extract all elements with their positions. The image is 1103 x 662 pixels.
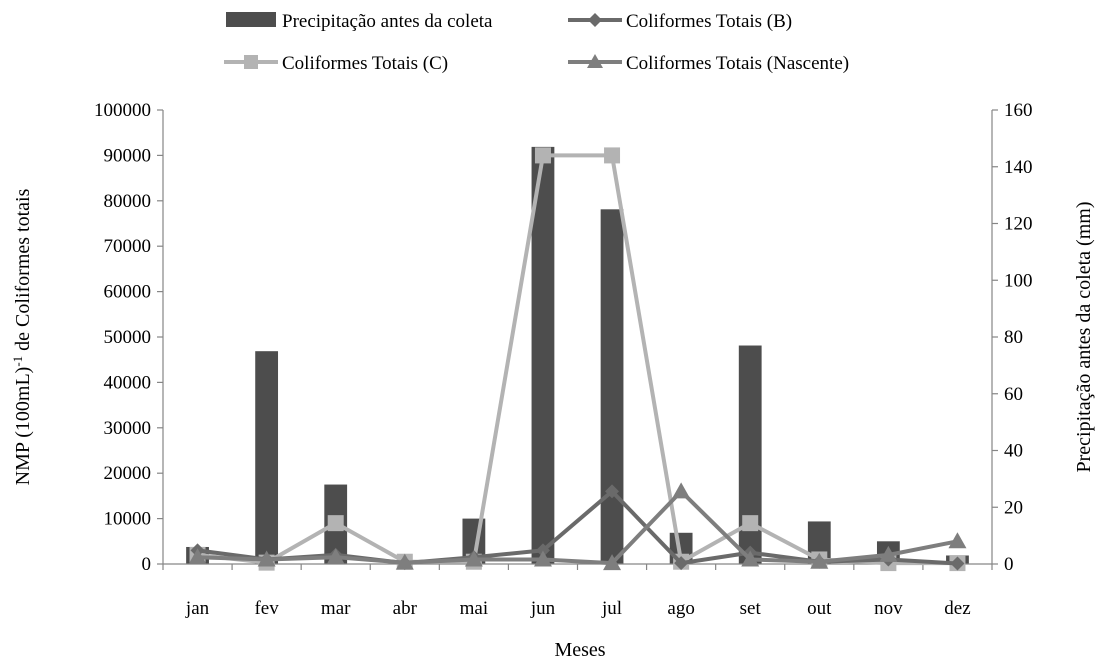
x-tick-label-set: set [740, 598, 762, 619]
y-left-tick-label: 40000 [104, 372, 152, 393]
series-point-triangle-jan [188, 548, 207, 565]
y-left-tick-label: 70000 [104, 236, 152, 257]
x-tick-label-mai: mai [460, 598, 489, 619]
series-point-diamond-jun [535, 543, 550, 558]
y-left-tick-label: 50000 [104, 327, 152, 348]
series-point-diamond-jul [605, 484, 620, 499]
y-left-tick-label: 80000 [104, 191, 152, 212]
y-right-tick-label: 160 [1004, 100, 1033, 121]
series-point-triangle-ago [672, 482, 691, 499]
series-line-triangle [197, 489, 958, 566]
y-right-tick-label: 40 [1004, 441, 1023, 462]
legend-item-coliformes-b: Coliformes Totais (B) [568, 11, 792, 32]
y-left-tick-label: 100000 [94, 100, 151, 121]
series-point-triangle-dez [948, 532, 967, 549]
x-tick-label-mar: mar [321, 598, 351, 619]
series-point-triangle-mar [326, 548, 345, 565]
legend-marker-square [244, 55, 258, 69]
series-line-diamond [197, 489, 958, 566]
x-tick-label-jan: jan [185, 598, 210, 619]
legend-label-coliformes-c: Coliformes Totais (C) [282, 53, 448, 74]
precipitation-bar-set [738, 345, 762, 564]
legend-item-coliformes-c: Coliformes Totais (C) [224, 53, 448, 74]
series-point-triangle-out [810, 552, 829, 569]
y-right-tick-label: 100 [1004, 270, 1033, 291]
legend-marker-diamond [588, 13, 602, 27]
series-point-diamond-dez [950, 556, 965, 571]
x-tick-label-ago: ago [667, 598, 694, 619]
x-tick-label-fev: fev [254, 598, 279, 619]
series-line-square [197, 153, 958, 566]
legend-swatch-precipitation [226, 12, 276, 27]
y-right-tick-label: 0 [1004, 554, 1014, 575]
legend-item-precipitation: Precipitação antes da coleta [226, 11, 493, 32]
series-point-triangle-fev [257, 550, 276, 567]
x-tick-label-jul: jul [601, 598, 622, 619]
precipitation-bar-jun [531, 146, 555, 564]
precipitation-bar-jul [600, 209, 624, 564]
y-axis-left-title-sup: -1 [10, 356, 25, 367]
x-tick-label-jun: jun [530, 598, 556, 619]
legend: Precipitação antes da coleta Coliformes … [224, 11, 849, 74]
y-axis-right-title: Precipitação antes da coleta (mm) [1073, 202, 1095, 473]
series-point-triangle-nov [879, 545, 898, 562]
x-tick-label-abr: abr [393, 598, 418, 619]
y-left-tick-label: 0 [142, 554, 152, 575]
y-right-tick-label: 60 [1004, 384, 1023, 405]
y-right-tick-label: 80 [1004, 327, 1023, 348]
plot-area: 0 10000 20000 30000 40000 50000 60000 70000 8000… [94, 100, 1033, 619]
series-point-triangle-mai [464, 550, 483, 567]
y-left-tick-label: 90000 [104, 145, 152, 166]
y-axis-left-title: NMP (100mL)-1 de Coliformes totais [10, 188, 35, 485]
series-point-square-set [742, 515, 759, 532]
series-point-square-jun [534, 147, 551, 164]
y-axis-left-title-main: NMP (100mL) [12, 367, 34, 486]
series-point-square-jul [604, 147, 621, 164]
y-axis-left-title-rest: de Coliformes totais [12, 188, 34, 355]
series-point-triangle-jun [533, 550, 552, 567]
precipitation-bar-fev [255, 351, 279, 564]
legend-label-coliformes-b: Coliformes Totais (B) [626, 11, 792, 32]
series-point-diamond-ago [674, 556, 689, 571]
x-tick-label-nov: nov [874, 598, 903, 619]
x-tick-label-out: out [807, 598, 832, 619]
y-left-tick-label: 30000 [104, 418, 152, 439]
series-point-triangle-jul [603, 554, 622, 571]
y-left-tick-label: 20000 [104, 463, 152, 484]
legend-item-coliformes-nascente: Coliformes Totais (Nascente) [568, 53, 849, 74]
series-point-triangle-abr [395, 553, 414, 570]
y-right-tick-label: 20 [1004, 497, 1023, 518]
x-axis-title: Meses [554, 639, 605, 661]
y-left-tick-label: 10000 [104, 509, 152, 530]
y-left-tick-label: 60000 [104, 282, 152, 303]
series-point-triangle-set [741, 550, 760, 567]
legend-marker-triangle [587, 54, 603, 68]
series-point-square-mar [327, 515, 344, 532]
legend-label-precipitation: Precipitação antes da coleta [282, 11, 493, 32]
y-right-tick-label: 140 [1004, 157, 1033, 178]
x-tick-label-dez: dez [944, 598, 970, 619]
legend-label-coliformes-nascente: Coliformes Totais (Nascente) [626, 53, 849, 74]
y-right-tick-label: 120 [1004, 214, 1033, 235]
